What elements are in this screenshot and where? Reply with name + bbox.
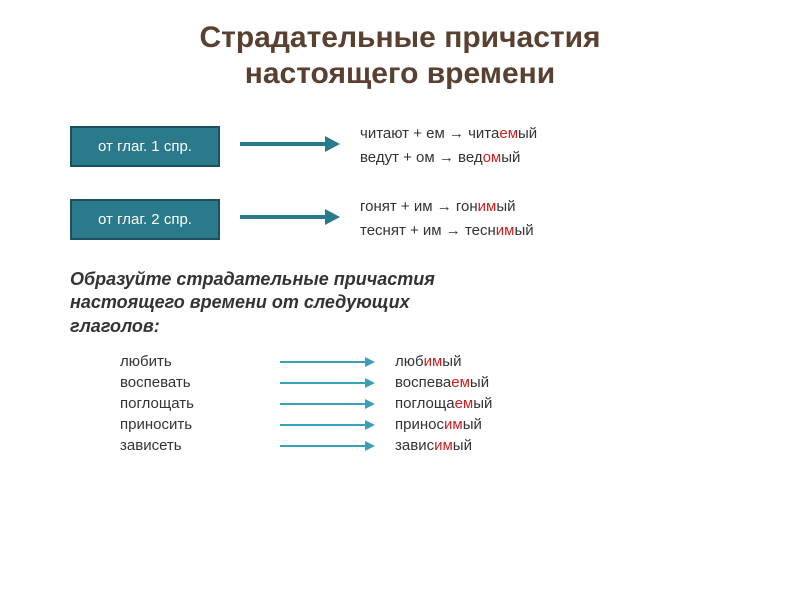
title-line-1: Страдательные причастия	[199, 21, 600, 54]
task-line-1: Образуйте страдательные причастия	[70, 269, 435, 289]
exercise-answer: зависимый	[395, 437, 472, 454]
title-line-2: настоящего времени	[245, 57, 555, 90]
rule1-example-1: читают + ем → читаемый	[360, 122, 537, 146]
ex-suffix: им	[478, 198, 497, 215]
ans-pre: принос	[395, 416, 444, 433]
ans-suffix: им	[444, 416, 463, 433]
ex-end: ый	[518, 125, 537, 142]
ans-end: ый	[473, 395, 492, 412]
exercise-row: любить любимый	[120, 353, 760, 370]
ex-text: читают + ем → чита	[360, 125, 499, 142]
exercise-list: любить любимый воспевать воспеваемый пог…	[120, 353, 760, 454]
ex-suffix: ом	[483, 149, 502, 166]
ex-suffix: ем	[499, 125, 518, 142]
ex-text: гонят + им → гон	[360, 198, 478, 215]
rule2-examples: гонят + им → гонимый теснят + им → тесни…	[360, 195, 534, 243]
ans-suffix: им	[424, 353, 443, 370]
exercise-row: поглощать поглощаемый	[120, 395, 760, 412]
task-prompt: Образуйте страдательные причастия настоя…	[70, 268, 760, 338]
ans-pre: поглоща	[395, 395, 455, 412]
conjugation-box-2: от глаг. 2 спр.	[70, 199, 220, 240]
ex-end: ый	[501, 149, 520, 166]
exercise-answer: приносимый	[395, 416, 482, 433]
ans-suffix: ем	[455, 395, 474, 412]
rule2-example-1: гонят + им → гонимый	[360, 195, 534, 219]
ans-suffix: им	[434, 437, 453, 454]
page-title: Страдательные причастия настоящего време…	[40, 20, 760, 92]
arrow-icon	[240, 133, 340, 160]
arrow-icon	[280, 377, 375, 389]
rule1-example-2: ведут + ом → ведомый	[360, 146, 537, 170]
ex-text: ведут + ом → вед	[360, 149, 483, 166]
exercise-answer: поглощаемый	[395, 395, 492, 412]
ans-end: ый	[442, 353, 461, 370]
rule-block-1: от глаг. 1 спр. читают + ем → читаемый в…	[70, 122, 760, 170]
conjugation-box-1: от глаг. 1 спр.	[70, 126, 220, 167]
ans-end: ый	[470, 374, 489, 391]
arrow-icon	[280, 356, 375, 368]
exercise-verb: зависеть	[120, 437, 260, 454]
exercise-row: зависеть зависимый	[120, 437, 760, 454]
ans-pre: завис	[395, 437, 434, 454]
exercise-verb: приносить	[120, 416, 260, 433]
arrow-icon	[280, 440, 375, 452]
exercise-verb: любить	[120, 353, 260, 370]
exercise-row: воспевать воспеваемый	[120, 374, 760, 391]
ans-end: ый	[463, 416, 482, 433]
ans-end: ый	[453, 437, 472, 454]
ex-text: теснят + им → тесн	[360, 222, 496, 239]
exercise-verb: воспевать	[120, 374, 260, 391]
ans-pre: люб	[395, 353, 424, 370]
exercise-answer: воспеваемый	[395, 374, 489, 391]
ex-end: ый	[496, 198, 515, 215]
rule2-example-2: теснят + им → теснимый	[360, 219, 534, 243]
task-line-2: настоящего времени от следующих	[70, 292, 410, 312]
arrow-icon	[280, 419, 375, 431]
arrow-icon	[240, 206, 340, 233]
ans-suffix: ем	[451, 374, 470, 391]
ex-end: ый	[514, 222, 533, 239]
ans-pre: воспева	[395, 374, 451, 391]
task-line-3: глаголов:	[70, 316, 160, 336]
exercise-verb: поглощать	[120, 395, 260, 412]
exercise-answer: любимый	[395, 353, 461, 370]
arrow-icon	[280, 398, 375, 410]
rule1-examples: читают + ем → читаемый ведут + ом → ведо…	[360, 122, 537, 170]
ex-suffix: им	[496, 222, 515, 239]
rule-block-2: от глаг. 2 спр. гонят + им → гонимый тес…	[70, 195, 760, 243]
exercise-row: приносить приносимый	[120, 416, 760, 433]
